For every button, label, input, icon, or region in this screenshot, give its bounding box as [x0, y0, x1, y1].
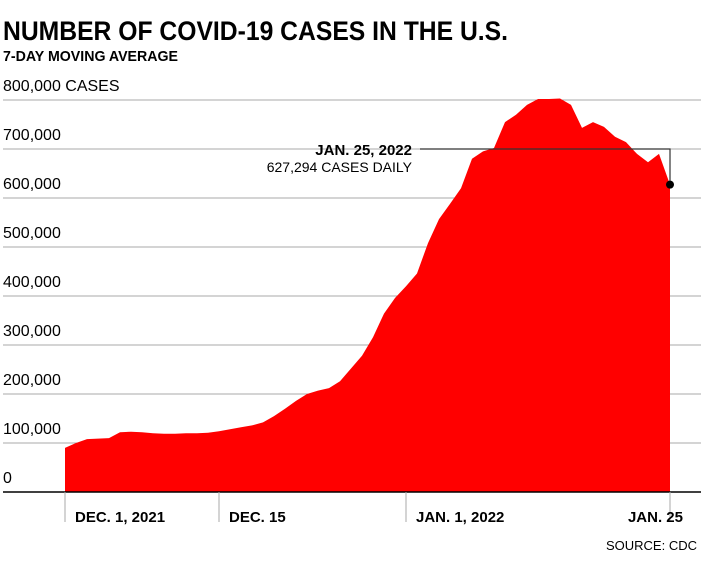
x-axis-ticks: DEC. 1, 2021 DEC. 15 JAN. 1, 2022 JAN. 25	[64, 492, 683, 526]
y-tick-label: 600,000	[3, 176, 61, 193]
x-tick-label: JAN. 25	[628, 509, 683, 526]
source-note: SOURCE: CDC	[606, 538, 697, 553]
annotation-value: 627,294 CASES DAILY	[267, 159, 413, 175]
y-tick-label: 500,000	[3, 225, 61, 242]
y-tick-label: 700,000	[3, 127, 61, 144]
x-tick-label: DEC. 1, 2021	[75, 509, 165, 526]
y-tick-label: 200,000	[3, 372, 61, 389]
y-axis-labels: 0 100,000 200,000 300,000 400,000 500,000 600,…	[3, 78, 120, 487]
x-tick-label: DEC. 15	[229, 509, 286, 526]
y-tick-label: 100,000	[3, 421, 61, 438]
y-tick-label: 300,000	[3, 323, 61, 340]
annotation-leader-line	[420, 148, 671, 185]
x-tick-label: JAN. 1, 2022	[416, 509, 504, 526]
y-tick-label: 0	[3, 470, 12, 487]
y-tick-label: 800,000 CASES	[3, 78, 120, 95]
y-tick-label: 400,000	[3, 274, 61, 291]
chart-title: NUMBER OF COVID-19 CASES IN THE U.S.	[3, 16, 508, 46]
cases-area	[65, 98, 670, 492]
annotation-date: JAN. 25, 2022	[315, 142, 412, 159]
annotation: JAN. 25, 2022 627,294 CASES DAILY	[267, 142, 674, 189]
chart-subtitle: 7-DAY MOVING AVERAGE	[3, 48, 178, 65]
annotation-dot	[666, 180, 674, 189]
gridlines	[3, 99, 701, 444]
